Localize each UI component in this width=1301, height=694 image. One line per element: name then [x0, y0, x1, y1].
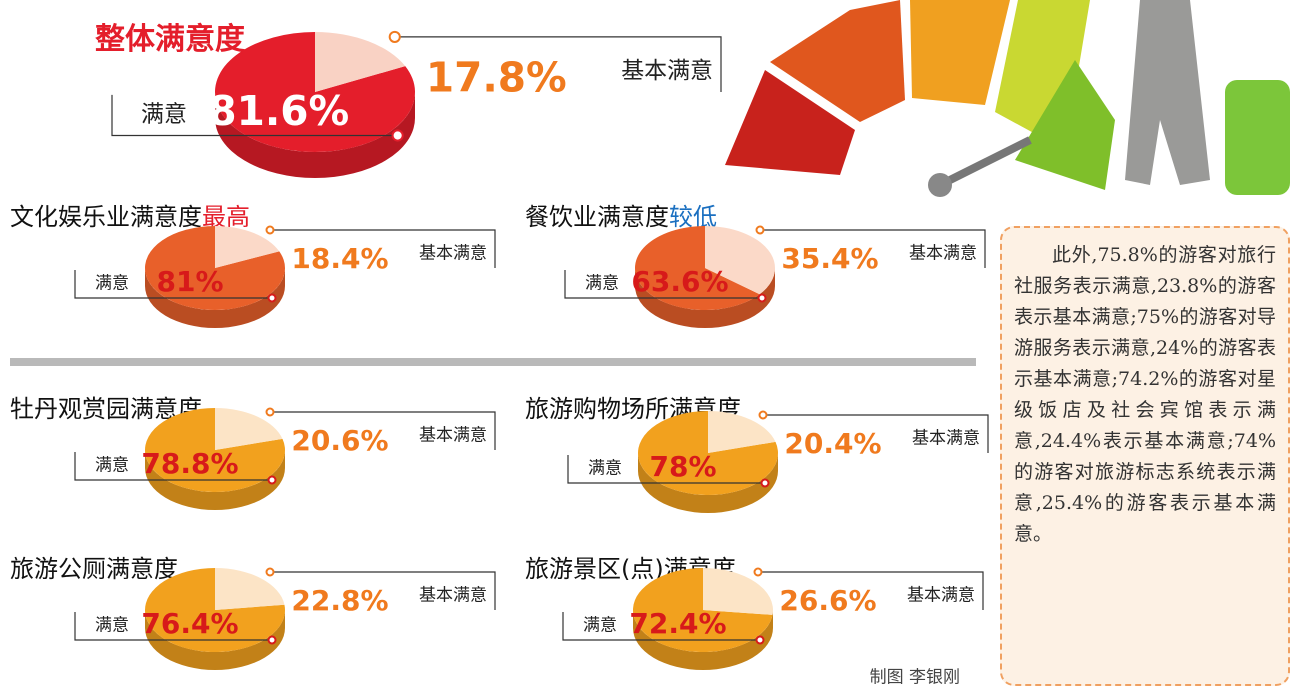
gauge-decoration [725, 0, 1290, 197]
legend-label: 满意 [95, 456, 129, 476]
legend-label: 满意 [583, 616, 617, 636]
leader-line [394, 36, 722, 92]
leader-line [564, 270, 762, 299]
pie-side [145, 610, 285, 670]
leader-line [74, 452, 272, 481]
leader-dot [757, 293, 767, 303]
leader-dot [755, 225, 765, 235]
pie-side [145, 450, 285, 510]
leader-dot [267, 475, 277, 485]
legend-label: 基本满意 [419, 586, 487, 606]
leader-dot [265, 225, 275, 235]
value-label: 78% [649, 450, 716, 483]
leader-line [270, 229, 496, 268]
leader-dot [267, 293, 277, 303]
leader-dot [753, 567, 763, 577]
legend-label: 满意 [141, 102, 187, 128]
leader-dot [391, 129, 404, 142]
legend-label: 基本满意 [621, 58, 713, 84]
leader-dot [267, 635, 277, 645]
note-box: 此外,75.8%的游客对旅行社服务表示满意,23.8%的游客表示基本满意;75%… [1000, 226, 1290, 686]
legend-label: 基本满意 [419, 426, 487, 446]
leader-dot [265, 567, 275, 577]
value-label: 17.8% [426, 53, 567, 101]
value-label: 76.4% [141, 607, 238, 640]
leader-dot [758, 410, 768, 420]
value-label: 81% [156, 265, 223, 298]
value-label: 35.4% [781, 242, 878, 275]
title-text: 文化娱乐业满意度 [10, 203, 202, 231]
pie-slice [635, 226, 760, 310]
value-label: 72.4% [629, 607, 726, 640]
pie-slice [708, 411, 776, 453]
leader-line [760, 229, 986, 268]
pie-side [633, 610, 773, 670]
title-text: 整体满意度 [95, 22, 245, 57]
value-label: 63.6% [631, 265, 728, 298]
leader-line [270, 571, 496, 610]
pie-slice [215, 568, 285, 610]
value-label: 26.6% [779, 584, 876, 617]
leader-line [74, 612, 272, 641]
value-label: 20.4% [784, 427, 881, 460]
pie-slice [703, 568, 773, 615]
chart-title: 旅游公厕满意度 [10, 555, 178, 583]
legend-label: 基本满意 [912, 429, 980, 449]
value-label: 18.4% [291, 242, 388, 275]
pie-slice [633, 568, 773, 653]
leader-dot [755, 635, 765, 645]
leader-dot [760, 478, 770, 488]
leader-line [111, 94, 398, 137]
legend-label: 基本满意 [907, 586, 975, 606]
legend-label: 基本满意 [419, 244, 487, 264]
chart-title: 餐饮业满意度较低 [525, 203, 717, 231]
legend-label: 满意 [95, 274, 129, 294]
pie-slice [705, 226, 775, 295]
leader-dot [265, 407, 275, 417]
pie-slice [315, 32, 406, 92]
value-label: 22.8% [291, 584, 388, 617]
title-text: 餐饮业满意度 [525, 203, 669, 231]
leader-line [562, 612, 760, 641]
legend-label: 满意 [588, 459, 622, 479]
separator [10, 358, 976, 366]
leader-line [758, 571, 984, 610]
legend-label: 基本满意 [909, 244, 977, 264]
value-label: 20.6% [291, 424, 388, 457]
title-text: 旅游公厕满意度 [10, 555, 178, 583]
chart-title: 整体满意度 [95, 22, 245, 57]
legend-label: 满意 [95, 616, 129, 636]
pie-slice [215, 226, 280, 268]
leader-line [74, 270, 272, 299]
value-label: 78.8% [141, 447, 238, 480]
pie-side [638, 453, 778, 513]
legend-label: 满意 [585, 274, 619, 294]
pie-side [145, 268, 285, 328]
leader-line [763, 414, 989, 453]
pie-slice [215, 408, 283, 450]
pie-side [635, 268, 775, 328]
credit: 制图 李银刚 [870, 668, 960, 688]
leader-line [270, 411, 496, 450]
value-label: 81.6% [208, 87, 349, 135]
pie-side [215, 92, 415, 178]
leader-dot [388, 30, 401, 43]
leader-line [567, 455, 765, 484]
